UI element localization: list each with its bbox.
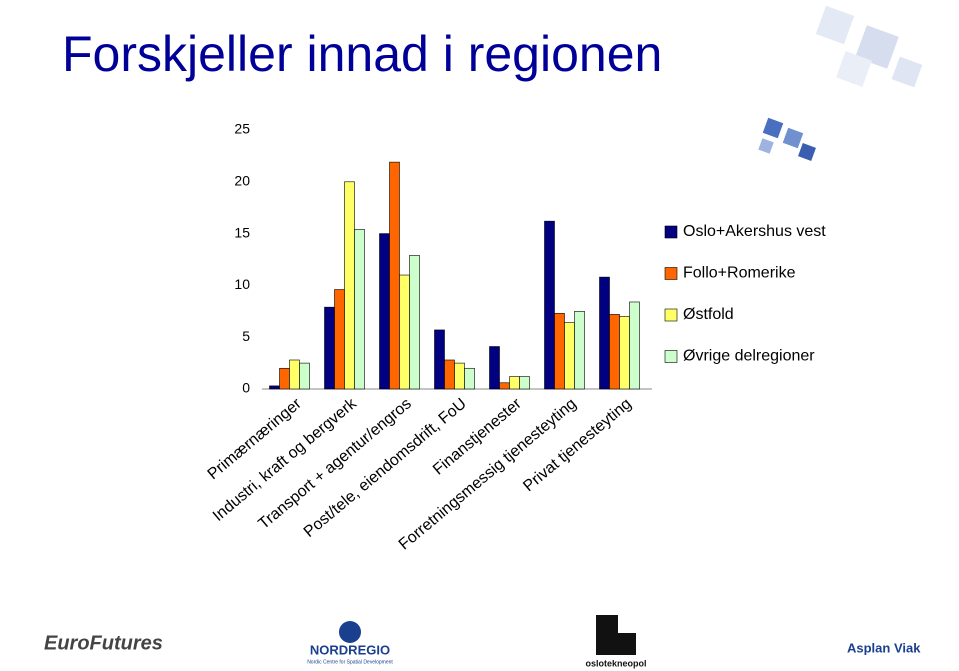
legend-label: Oslo+Akershus vest — [683, 223, 826, 240]
x-tick-label: Primærnæringer — [205, 395, 306, 483]
logo-mark — [596, 615, 636, 655]
bar — [409, 255, 420, 390]
bar — [629, 301, 640, 390]
bar — [564, 322, 575, 390]
legend-swatch — [664, 267, 678, 280]
bar — [599, 276, 610, 390]
decor-cubes-small — [758, 117, 816, 161]
bar — [489, 346, 500, 390]
logo: Asplan Viak — [847, 640, 921, 655]
legend-swatch — [664, 350, 678, 363]
legend-label: Øvrige delregioner — [683, 348, 815, 365]
bar — [289, 359, 300, 390]
logo-mark — [339, 621, 361, 643]
bar — [499, 382, 510, 390]
logo: EuroFutures — [44, 632, 163, 654]
legend-swatch — [664, 308, 678, 322]
bar — [334, 289, 345, 390]
y-tick-label: 5 — [242, 328, 250, 344]
legend-label: Østfold — [683, 306, 734, 323]
bar — [444, 359, 455, 390]
bar — [574, 310, 585, 390]
bar — [609, 314, 620, 390]
legend-swatch — [664, 225, 678, 239]
slide-title: Forskjeller innad i regionen — [62, 26, 662, 82]
bar — [354, 229, 365, 390]
y-tick-label: 0 — [242, 380, 250, 396]
bar — [544, 220, 555, 390]
bar — [464, 367, 475, 390]
bar — [519, 376, 530, 390]
legend-label: Follo+Romerike — [683, 265, 796, 282]
bar — [509, 376, 520, 390]
bar — [299, 362, 310, 390]
y-tick-label: 25 — [234, 121, 250, 137]
logo-sub: Nordic Centre for Spatial Development — [307, 659, 393, 665]
bar — [379, 233, 390, 390]
bar — [454, 362, 465, 390]
bar — [399, 274, 410, 390]
bar — [389, 161, 400, 390]
logo: oslotekneopol — [585, 658, 646, 668]
bar — [279, 367, 290, 390]
bar — [554, 313, 565, 390]
bar — [324, 306, 335, 390]
bar — [434, 329, 445, 390]
bar — [619, 316, 630, 390]
footer-logos: EuroFutures NORDREGIO Nordic Centre for … — [44, 615, 921, 668]
y-tick-label: 10 — [234, 276, 250, 292]
bar — [269, 385, 280, 390]
bar — [344, 181, 355, 390]
logo: NORDREGIO — [310, 642, 390, 657]
decor-cubes — [815, 5, 923, 88]
y-tick-label: 15 — [234, 224, 250, 240]
x-tick-label: Privat tjenesteyting — [520, 395, 634, 495]
y-tick-label: 20 — [234, 173, 250, 189]
